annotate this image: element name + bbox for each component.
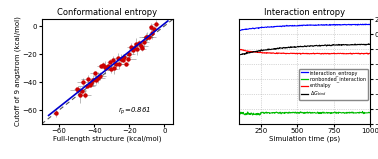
Title: Interaction entropy: Interaction entropy — [264, 8, 345, 17]
enthalpy — [237, 48, 241, 50]
enthalpy — [368, 52, 373, 54]
Point — [139, 46, 146, 49]
Point — [80, 80, 86, 83]
Point — [103, 67, 109, 69]
interaction_entropy — [368, 24, 373, 25]
Point — [131, 47, 137, 49]
Point — [53, 111, 59, 114]
Point — [95, 76, 101, 79]
ΔG$_{bind}$ — [237, 54, 242, 55]
Title: Conformational entropy: Conformational entropy — [57, 8, 157, 17]
Point — [90, 79, 96, 81]
Point — [100, 63, 106, 66]
Point — [113, 63, 119, 66]
Y-axis label: Cutoff of 9 angstrom (kcal/mol): Cutoff of 9 angstrom (kcal/mol) — [15, 17, 21, 127]
interaction_entropy — [356, 24, 361, 26]
X-axis label: Simulation time (ps): Simulation time (ps) — [269, 136, 340, 142]
Line: enthalpy: enthalpy — [239, 49, 370, 54]
Point — [112, 66, 118, 69]
enthalpy — [315, 52, 320, 54]
nonbonded_interaction — [315, 111, 320, 113]
nonbonded_interaction — [315, 112, 319, 114]
nonbonded_interaction — [257, 114, 262, 116]
interaction_entropy — [318, 24, 322, 26]
ΔG$_{bind}$ — [314, 44, 319, 46]
enthalpy — [356, 52, 361, 54]
nonbonded_interaction — [237, 111, 241, 113]
nonbonded_interaction — [348, 112, 352, 114]
Point — [141, 40, 147, 43]
Point — [77, 94, 83, 97]
Line: ΔG$_{bind}$: ΔG$_{bind}$ — [239, 44, 370, 55]
Point — [74, 88, 80, 90]
Point — [107, 61, 113, 63]
Line: nonbonded_interaction: nonbonded_interaction — [239, 111, 370, 115]
Point — [126, 53, 132, 55]
Point — [88, 82, 94, 85]
nonbonded_interaction — [318, 112, 322, 114]
Point — [118, 57, 124, 60]
Point — [136, 42, 142, 45]
Point — [120, 59, 126, 61]
Point — [149, 31, 155, 34]
Point — [82, 93, 88, 96]
Point — [153, 22, 159, 25]
interaction_entropy — [363, 23, 368, 25]
interaction_entropy — [237, 29, 242, 31]
interaction_entropy — [237, 29, 241, 31]
ΔG$_{bind}$ — [366, 43, 371, 45]
Point — [98, 64, 104, 67]
Point — [123, 63, 129, 65]
Point — [97, 75, 103, 78]
enthalpy — [348, 52, 352, 54]
ΔG$_{bind}$ — [356, 44, 360, 45]
Point — [93, 78, 99, 81]
Point — [135, 47, 141, 50]
Point — [75, 89, 81, 92]
Point — [133, 43, 139, 46]
ΔG$_{bind}$ — [317, 44, 322, 46]
Point — [84, 85, 90, 88]
Point — [144, 35, 150, 38]
ΔG$_{bind}$ — [368, 43, 373, 45]
enthalpy — [318, 53, 322, 55]
Point — [87, 84, 93, 87]
ΔG$_{bind}$ — [237, 54, 241, 56]
Point — [151, 28, 157, 31]
Legend: interaction_entropy, nonbonded_interaction, enthalpy, $\Delta G_{bind}$: interaction_entropy, nonbonded_interacti… — [299, 69, 368, 100]
nonbonded_interaction — [360, 111, 365, 112]
Point — [115, 56, 121, 59]
ΔG$_{bind}$ — [347, 44, 352, 46]
Point — [108, 68, 114, 70]
Point — [92, 72, 98, 75]
Point — [79, 90, 85, 92]
Point — [143, 36, 149, 38]
Point — [125, 58, 131, 61]
enthalpy — [237, 49, 242, 51]
nonbonded_interaction — [356, 111, 361, 113]
Line: interaction_entropy: interaction_entropy — [239, 24, 370, 31]
Point — [85, 78, 91, 80]
Point — [148, 26, 154, 28]
X-axis label: Full-length structure (kcal/mol): Full-length structure (kcal/mol) — [53, 136, 162, 142]
ΔG$_{bind}$ — [315, 45, 319, 47]
Point — [110, 59, 116, 62]
Point — [121, 55, 127, 58]
Point — [116, 63, 122, 66]
interaction_entropy — [315, 24, 320, 26]
nonbonded_interaction — [368, 111, 373, 113]
nonbonded_interaction — [237, 112, 242, 114]
Point — [102, 66, 108, 69]
interaction_entropy — [238, 30, 242, 31]
enthalpy — [298, 53, 303, 55]
Text: r$_p$=0.861: r$_p$=0.861 — [118, 105, 151, 117]
Point — [130, 49, 136, 51]
Point — [146, 35, 152, 38]
Point — [105, 65, 111, 67]
interaction_entropy — [315, 24, 319, 26]
enthalpy — [315, 52, 319, 54]
Point — [138, 45, 144, 47]
Point — [128, 46, 134, 49]
interaction_entropy — [348, 24, 352, 26]
